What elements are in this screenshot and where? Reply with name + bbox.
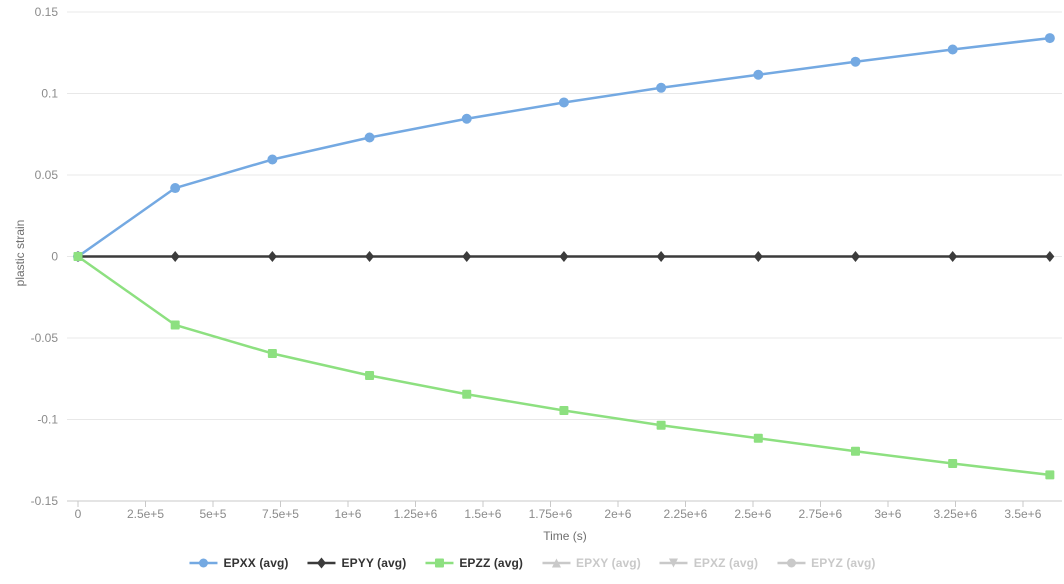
data-point-epyy (656, 251, 666, 262)
legend-label: EPXY (avg) (575, 556, 641, 570)
data-point-epyy (850, 251, 860, 262)
data-point-epxx (170, 183, 181, 194)
data-point-epyy (1045, 251, 1055, 262)
epxy-legend-marker-icon (541, 558, 570, 568)
data-point-epxx (267, 154, 278, 165)
data-point-epyy (267, 251, 277, 262)
legend-label: EPXX (avg) (223, 556, 289, 570)
data-point-epxx (850, 56, 861, 67)
data-point-epxx (656, 82, 667, 93)
y-tick-label: 0.15 (35, 5, 59, 19)
data-point-epzz (753, 433, 763, 443)
x-tick-label: 3.25e+6 (934, 507, 978, 521)
x-tick-label: 2.5e+5 (127, 507, 164, 521)
y-tick-label: 0.05 (35, 168, 59, 182)
legend-item-epyy[interactable]: EPYY (avg) (307, 556, 407, 570)
y-tick-label: -0.15 (31, 494, 59, 508)
x-tick-label: 2.5e+6 (734, 507, 771, 521)
epxz-legend-marker-icon (659, 558, 688, 568)
legend-item-epxy[interactable]: EPXY (avg) (541, 556, 641, 570)
data-point-epyy (365, 251, 375, 262)
data-point-epyy (559, 251, 569, 262)
data-point-epzz (559, 406, 569, 416)
y-tick-label: -0.1 (37, 413, 58, 427)
data-point-epzz (267, 348, 277, 358)
x-tick-label: 7.5e+5 (262, 507, 299, 521)
x-axis-title: Time (s) (543, 529, 587, 543)
legend-item-epxz[interactable]: EPXZ (avg) (659, 556, 758, 570)
x-tick-label: 2.75e+6 (799, 507, 843, 521)
legend-item-epzz[interactable]: EPZZ (avg) (424, 556, 523, 570)
data-point-epxx (753, 69, 764, 80)
legend-label: EPYZ (avg) (811, 556, 876, 570)
data-point-epzz (462, 389, 472, 399)
data-point-epzz (656, 420, 666, 430)
x-tick-label: 1.5e+6 (464, 507, 501, 521)
legend-label: EPZZ (avg) (459, 556, 523, 570)
x-tick-label: 0 (75, 507, 82, 521)
epyz-legend-marker-icon (777, 558, 806, 568)
legend-label: EPYY (avg) (341, 556, 407, 570)
data-point-epyy (462, 251, 472, 262)
x-tick-label: 1.75e+6 (529, 507, 573, 521)
data-point-epxx (461, 113, 472, 124)
legend: EPXX (avg) EPYY (avg) EPZZ (avg) EPXY (avg)… (188, 556, 875, 570)
y-tick-label: 0 (51, 250, 58, 264)
data-point-epxx (947, 44, 958, 55)
data-point-epzz (365, 370, 375, 380)
x-tick-label: 1e+6 (334, 507, 361, 521)
y-axis-title: plastic strain (13, 219, 27, 287)
data-point-epzz (850, 446, 860, 456)
epyy-legend-marker-icon (307, 557, 336, 569)
legend-label: EPXZ (avg) (693, 556, 759, 570)
data-point-epyy (948, 251, 958, 262)
data-point-epyy (753, 251, 763, 262)
epxx-legend-marker-icon (189, 558, 218, 568)
data-point-epxx (558, 97, 569, 108)
data-point-epxx (364, 132, 375, 143)
series-line-epxx (76, 36, 1052, 258)
x-tick-label: 2e+6 (604, 507, 631, 521)
x-tick-label: 2.25e+6 (664, 507, 708, 521)
y-tick-label: -0.05 (31, 331, 59, 345)
x-tick-label: 3e+6 (874, 507, 901, 521)
series-line-epzz (76, 255, 1052, 477)
y-tick-label: 0.1 (41, 87, 58, 101)
x-tick-label: 1.25e+6 (394, 507, 438, 521)
legend-item-epxx[interactable]: EPXX (avg) (188, 556, 288, 570)
epzz-legend-marker-icon (425, 558, 454, 568)
data-point-epzz (948, 459, 958, 469)
x-tick-label: 5e+5 (199, 507, 226, 521)
data-point-epyy (170, 251, 180, 262)
legend-item-epyz[interactable]: EPYZ (avg) (776, 556, 875, 570)
data-point-epzz (73, 252, 83, 261)
x-tick-label: 3.5e+6 (1004, 507, 1041, 521)
data-point-epzz (170, 320, 180, 330)
data-point-epxx (1044, 33, 1055, 44)
data-point-epzz (1045, 470, 1055, 480)
